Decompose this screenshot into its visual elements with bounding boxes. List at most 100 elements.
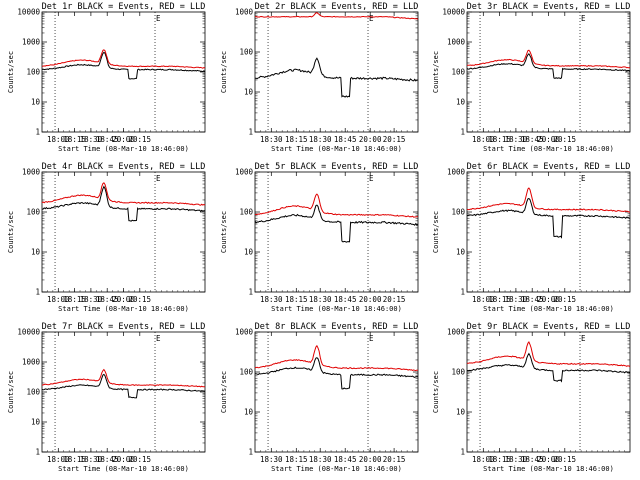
y-tick-label: 1000 [447, 168, 466, 177]
y-axis-label: Counts/sec [220, 371, 228, 413]
chart-panel-1: Det 1r BLACK = Events, RED = LLD 1 10 100 10… [7, 2, 206, 153]
x-tick-label: 18:45 [334, 455, 357, 464]
x-tick-label: 18:15 [285, 455, 308, 464]
y-tick-label: 10 [244, 248, 254, 257]
x-tick-label: 18:30 [260, 295, 283, 304]
series-line-events [255, 57, 419, 98]
plot-frame [41, 11, 206, 133]
series-line-events [41, 51, 206, 80]
event-marker-label: E [581, 334, 586, 343]
y-tick-label: 1000 [22, 358, 41, 367]
y-tick-label: 1 [35, 448, 40, 457]
x-tick-label: 18:00 [472, 295, 495, 304]
chart-panel-4: Det 4r BLACK = Events, RED = LLD 1 10 100 10… [7, 162, 206, 313]
x-axis-label: Start Time (08-Mar-10 18:46:00) [271, 305, 402, 313]
x-tick-label: 18:45 [96, 295, 119, 304]
series-line-events [42, 185, 206, 222]
chart-panel-2: Det 2r BLACK = Events, RED = LLD 1 10 100 10… [220, 2, 419, 153]
x-tick-label: 18:30 [80, 135, 103, 144]
x-tick-label: 18:15 [285, 135, 308, 144]
x-tick-label: 18:45 [521, 455, 544, 464]
x-tick-label: 18:45 [521, 135, 544, 144]
x-tick-label: 20:00 [537, 295, 560, 304]
y-tick-label: 100 [26, 68, 40, 77]
chart-panel-9: Det 9r BLACK = Events, RED = LLD 1 10 100 10… [432, 322, 631, 473]
series-line-lld [254, 344, 419, 372]
x-tick-label: 20:00 [112, 135, 135, 144]
event-marker-label: E [369, 14, 374, 23]
x-axis-label: Start Time (08-Mar-10 18:46:00) [58, 465, 189, 473]
chart-title: Det 1r BLACK = Events, RED = LLD [42, 2, 206, 12]
chart-panel-7: Det 7r BLACK = Events, RED = LLD 1 10 100 10… [7, 322, 206, 473]
x-tick-label: 18:45 [96, 455, 119, 464]
series-line-events [254, 357, 419, 390]
y-tick-label: 10 [31, 98, 41, 107]
chart-panel-5: Det 5r BLACK = Events, RED = LLD 1 10 100 10… [220, 162, 419, 313]
y-tick-label: 100 [239, 208, 253, 217]
y-tick-label: 10000 [17, 328, 40, 337]
x-tick-label: 20:15 [383, 455, 406, 464]
plot-frame [466, 331, 631, 453]
chart-title: Det 3r BLACK = Events, RED = LLD [467, 2, 631, 12]
x-tick-label: 18:45 [96, 135, 119, 144]
x-tick-label: 20:15 [129, 135, 152, 144]
chart-title: Det 6r BLACK = Events, RED = LLD [467, 162, 631, 172]
chart-title: Det 8r BLACK = Events, RED = LLD [255, 322, 419, 332]
chart-title: Det 2r BLACK = Events, RED = LLD [255, 2, 419, 12]
y-tick-label: 100 [26, 388, 40, 397]
y-tick-label: 10 [31, 248, 41, 257]
plot-frame [466, 171, 631, 293]
x-tick-label: 18:00 [47, 295, 70, 304]
chart-panel-8: Det 8r BLACK = Events, RED = LLD 1 10 100 10… [220, 322, 419, 473]
y-axis-label: Counts/sec [220, 211, 228, 253]
y-tick-label: 1 [460, 288, 465, 297]
x-tick-label: 20:00 [537, 455, 560, 464]
x-tick-label: 18:30 [505, 455, 528, 464]
x-tick-label: 18:00 [472, 135, 495, 144]
x-tick-label: 20:00 [112, 295, 135, 304]
y-tick-label: 10 [244, 408, 254, 417]
x-tick-label: 18:15 [285, 295, 308, 304]
x-axis-label: Start Time (08-Mar-10 18:46:00) [271, 465, 402, 473]
series-line-events [466, 197, 631, 239]
x-tick-label: 18:00 [472, 455, 495, 464]
series-line-lld [41, 182, 206, 206]
chart-title: Det 5r BLACK = Events, RED = LLD [255, 162, 419, 172]
plot-frame [41, 171, 206, 293]
chart-title: Det 4r BLACK = Events, RED = LLD [42, 162, 206, 172]
y-tick-label: 100 [451, 208, 465, 217]
y-tick-label: 1000 [235, 168, 254, 177]
y-axis-label: Counts/sec [432, 211, 440, 253]
y-tick-label: 1 [248, 448, 253, 457]
x-tick-label: 18:00 [47, 135, 70, 144]
x-tick-label: 20:15 [383, 135, 406, 144]
series-line-lld [466, 187, 631, 213]
y-tick-label: 1 [35, 288, 40, 297]
y-axis-label: Counts/sec [7, 211, 15, 253]
x-tick-label: 18:45 [334, 135, 357, 144]
y-tick-label: 1 [248, 288, 253, 297]
y-tick-label: 100 [239, 368, 253, 377]
series-line-lld [254, 12, 419, 20]
event-marker-label: E [369, 334, 374, 343]
x-tick-label: 18:30 [260, 135, 283, 144]
x-axis-label: Start Time (08-Mar-10 18:46:00) [483, 305, 614, 313]
y-tick-label: 10 [456, 408, 466, 417]
x-tick-label: 18:30 [80, 295, 103, 304]
y-tick-label: 10000 [17, 8, 40, 17]
y-tick-label: 100 [239, 48, 253, 57]
x-tick-label: 18:45 [521, 295, 544, 304]
x-tick-label: 18:00 [47, 455, 70, 464]
x-tick-label: 20:15 [554, 295, 577, 304]
y-axis-label: Counts/sec [7, 371, 15, 413]
x-tick-label: 20:00 [537, 135, 560, 144]
y-tick-label: 1000 [22, 168, 41, 177]
y-tick-label: 1000 [447, 328, 466, 337]
event-marker-label: E [369, 174, 374, 183]
x-tick-label: 18:45 [334, 295, 357, 304]
x-tick-label: 18:15 [63, 295, 86, 304]
y-tick-label: 10 [456, 98, 466, 107]
x-tick-label: 18:30 [309, 455, 332, 464]
y-tick-label: 1 [248, 128, 253, 137]
plot-frame [41, 331, 206, 453]
